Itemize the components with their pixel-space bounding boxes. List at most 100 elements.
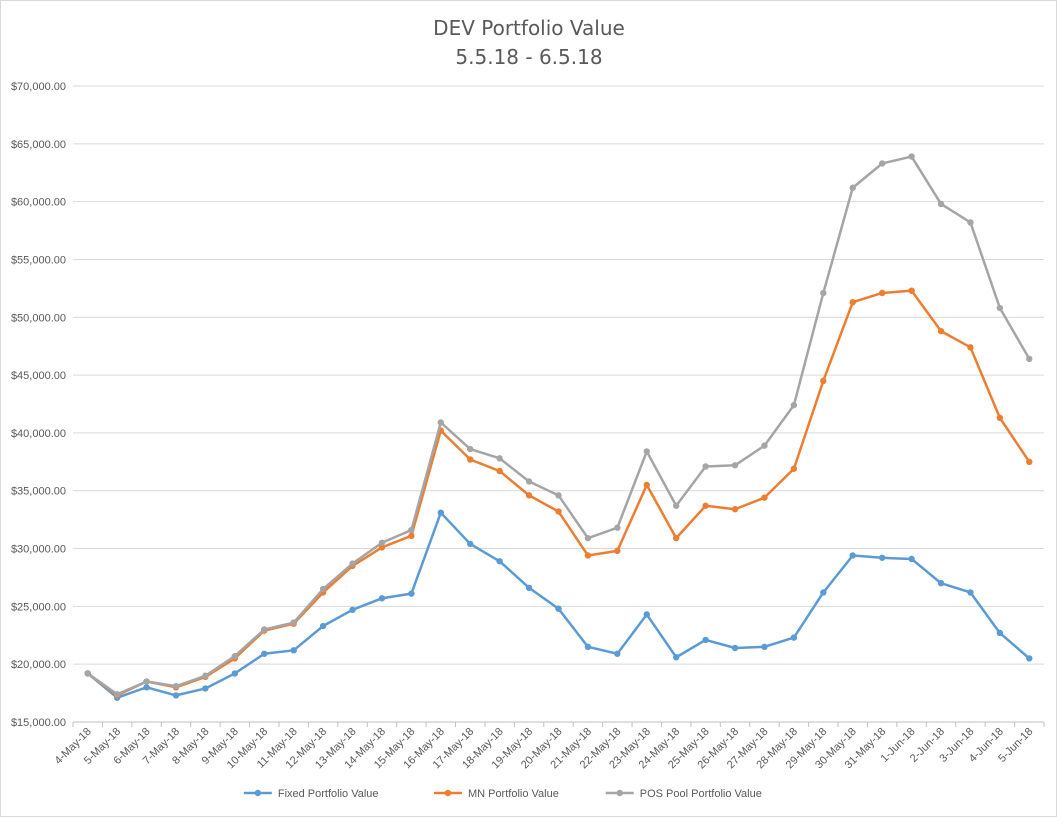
data-point [84,670,91,677]
data-point [202,672,209,679]
data-point [496,467,503,475]
data-point [967,219,974,226]
data-point [937,200,945,208]
data-point [437,419,445,426]
data-point [790,634,798,641]
data-point [820,589,827,596]
data-point [937,327,945,335]
data-point [555,508,562,515]
data-point [525,584,533,592]
data-point [496,455,503,462]
data-point [437,509,445,516]
data-point [1026,355,1033,363]
y-tick-label: $55,000.00 [11,254,66,266]
data-point [555,492,562,499]
data-point [820,289,827,297]
data-point [761,494,768,501]
data-point [555,605,562,612]
data-point [378,595,386,602]
data-point [967,589,974,596]
data-point [731,462,739,469]
data-point [584,643,592,651]
data-point [996,304,1004,312]
series-line [86,511,1031,699]
legend-swatch-marker [254,789,262,797]
y-tick-label: $15,000.00 [11,717,66,729]
data-point [231,670,239,677]
series-3 [84,153,1033,698]
data-point [996,414,1004,422]
data-point [408,590,415,597]
data-point [231,652,239,660]
data-point [408,526,415,534]
data-point [408,532,415,540]
series-1 [84,509,1033,701]
data-point [643,481,650,489]
data-point [467,540,474,548]
data-point [584,552,592,559]
data-point [172,682,180,690]
data-point [614,547,621,555]
data-point [849,184,856,191]
y-tick-label: $45,000.00 [11,370,66,382]
data-point [908,555,915,563]
data-point [878,160,886,167]
data-point [378,544,386,551]
data-point [113,691,121,698]
x-axis: 4-May-185-May-186-May-187-May-188-May-18… [52,721,1045,771]
data-point [761,643,768,651]
data-point [349,606,356,614]
y-tick-label: $70,000.00 [11,81,66,93]
data-point [967,344,974,351]
data-point [261,626,268,633]
data-point [643,448,650,455]
data-point [672,654,680,661]
data-point [849,552,856,559]
legend-swatch-marker [444,789,452,797]
data-point [702,636,709,644]
data-point [702,502,709,509]
data-point [731,506,739,513]
data-point [908,153,915,160]
data-point [790,401,798,409]
data-point [643,611,650,618]
chart-subtitle: 5.5.18 - 6.5.18 [455,45,602,69]
data-point [496,558,503,565]
legend-item: POS Pool Portfolio Value [605,788,762,800]
data-point [319,622,327,630]
legend-label: MN Portfolio Value [468,788,559,800]
data-point [702,463,709,470]
data-point [290,619,297,626]
data-point [878,289,886,297]
data-point [878,554,886,561]
data-point [790,465,798,472]
data-point [378,539,386,546]
data-point [525,478,533,485]
series-line [86,155,1031,696]
data-point [849,299,856,306]
data-point [672,534,680,542]
data-point [349,560,356,567]
data-point [172,692,180,699]
y-tick-label: $30,000.00 [11,544,66,556]
y-tick-label: $60,000.00 [11,197,66,209]
data-point [937,580,945,587]
legend-label: Fixed Portfolio Value [278,788,379,800]
data-point [467,456,474,463]
data-point [761,442,768,449]
data-point [614,524,621,531]
data-point [584,534,592,542]
gridlines [73,85,1044,723]
y-tick-label: $40,000.00 [11,428,66,440]
legend-item: MN Portfolio Value [433,788,559,800]
data-point [143,678,150,685]
y-axis: $15,000.00 $20,000.00 $25,000.00 $30,000.00… [11,81,66,729]
chart-title: DEV Portfolio Value [433,16,625,40]
data-point [996,629,1004,637]
y-tick-label: $20,000.00 [11,659,66,671]
data-point [261,650,268,657]
y-tick-label: $65,000.00 [11,139,66,151]
legend-item: Fixed Portfolio Value [243,788,379,800]
